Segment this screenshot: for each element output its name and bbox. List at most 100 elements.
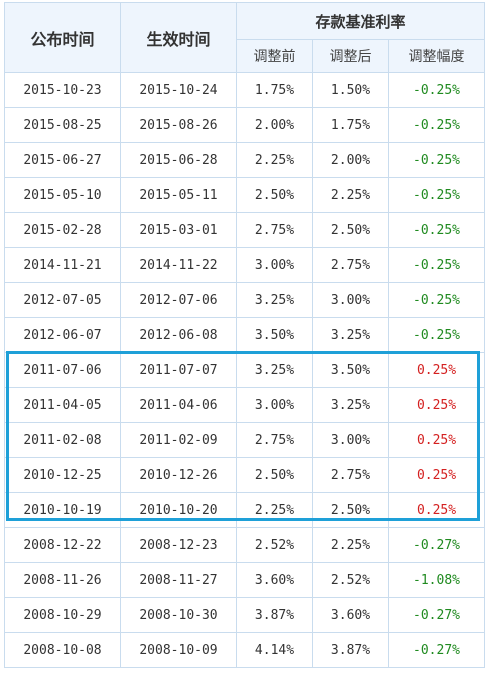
cell-rate-before: 1.75% [236,72,313,108]
cell-effective-date: 2015-08-26 [120,107,237,143]
cell-rate-before: 3.25% [236,352,313,388]
cell-rate-after: 2.25% [312,527,389,563]
cell-effective-date: 2015-06-28 [120,142,237,178]
cell-rate-change: -0.25% [387,107,486,143]
table-row: 2011-02-08 2011-02-09 2.75% 3.00% 0.25% [4,422,486,458]
cell-rate-after: 2.50% [312,212,389,248]
header-deposit-rate-group: 存款基准利率 [235,2,486,40]
cell-publish-date: 2015-05-10 [4,177,121,213]
cell-rate-after: 3.00% [312,422,389,458]
table-row: 2010-12-25 2010-12-26 2.50% 2.75% 0.25% [4,457,486,493]
cell-rate-change: -0.25% [387,212,486,248]
cell-rate-before: 2.00% [236,107,313,143]
cell-rate-change: -0.27% [387,527,486,563]
cell-rate-after: 3.87% [312,632,389,668]
cell-effective-date: 2010-12-26 [120,457,237,493]
cell-rate-before: 2.50% [236,457,313,493]
table-row: 2008-11-26 2008-11-27 3.60% 2.52% -1.08% [4,562,486,598]
cell-rate-before: 3.25% [236,282,313,318]
table-row: 2014-11-21 2014-11-22 3.00% 2.75% -0.25% [4,247,486,283]
cell-effective-date: 2012-06-08 [120,317,237,353]
cell-rate-before: 3.60% [236,562,313,598]
cell-effective-date: 2008-10-30 [120,597,237,633]
cell-rate-after: 2.00% [312,142,389,178]
cell-rate-change: 0.25% [387,492,486,528]
cell-publish-date: 2014-11-21 [4,247,121,283]
cell-rate-change: -0.27% [387,632,486,668]
cell-effective-date: 2008-10-09 [120,632,237,668]
cell-rate-before: 3.00% [236,247,313,283]
header-publish-date: 公布时间 [4,2,121,73]
cell-rate-change: -1.08% [387,562,486,598]
cell-rate-after: 2.25% [312,177,389,213]
cell-rate-change: 0.25% [387,352,486,388]
cell-publish-date: 2015-02-28 [4,212,121,248]
table-row: 2011-07-06 2011-07-07 3.25% 3.50% 0.25% [4,352,486,388]
cell-effective-date: 2010-10-20 [120,492,237,528]
cell-rate-after: 2.75% [312,247,389,283]
cell-rate-before: 2.75% [236,212,313,248]
cell-rate-after: 3.60% [312,597,389,633]
cell-rate-before: 2.75% [236,422,313,458]
cell-effective-date: 2015-03-01 [120,212,237,248]
cell-publish-date: 2010-10-19 [4,492,121,528]
cell-rate-change: 0.25% [387,422,486,458]
cell-rate-change: -0.25% [387,72,486,108]
cell-publish-date: 2010-12-25 [4,457,121,493]
table-row: 2015-08-25 2015-08-26 2.00% 1.75% -0.25% [4,107,486,143]
cell-effective-date: 2011-02-09 [120,422,237,458]
cell-publish-date: 2011-04-05 [4,387,121,423]
cell-publish-date: 2012-06-07 [4,317,121,353]
table-row: 2012-07-05 2012-07-06 3.25% 3.00% -0.25% [4,282,486,318]
table-row: 2010-10-19 2010-10-20 2.25% 2.50% 0.25% [4,492,486,528]
cell-publish-date: 2012-07-05 [4,282,121,318]
cell-rate-before: 3.00% [236,387,313,423]
table-body: 2015-10-23 2015-10-24 1.75% 1.50% -0.25% 2015… [4,72,486,668]
cell-rate-after: 3.50% [312,352,389,388]
header-effective-date: 生效时间 [120,2,237,73]
header-change: 调整幅度 [387,39,486,73]
cell-effective-date: 2014-11-22 [120,247,237,283]
cell-rate-after: 2.75% [312,457,389,493]
cell-rate-change: 0.25% [387,457,486,493]
table-row: 2015-10-23 2015-10-24 1.75% 1.50% -0.25% [4,72,486,108]
cell-rate-before: 2.25% [236,492,313,528]
cell-effective-date: 2008-11-27 [120,562,237,598]
table-row: 2015-06-27 2015-06-28 2.25% 2.00% -0.25% [4,142,486,178]
cell-publish-date: 2015-10-23 [4,72,121,108]
cell-effective-date: 2015-05-11 [120,177,237,213]
cell-effective-date: 2011-07-07 [120,352,237,388]
cell-rate-after: 2.52% [312,562,389,598]
table-row: 2012-06-07 2012-06-08 3.50% 3.25% -0.25% [4,317,486,353]
cell-rate-after: 3.00% [312,282,389,318]
table-row: 2011-04-05 2011-04-06 3.00% 3.25% 0.25% [4,387,486,423]
table-row: 2008-10-29 2008-10-30 3.87% 3.60% -0.27% [4,597,486,633]
cell-rate-before: 2.50% [236,177,313,213]
cell-publish-date: 2008-10-08 [4,632,121,668]
table-row: 2008-12-22 2008-12-23 2.52% 2.25% -0.27% [4,527,486,563]
cell-publish-date: 2008-12-22 [4,527,121,563]
cell-rate-change: -0.25% [387,177,486,213]
cell-rate-before: 3.50% [236,317,313,353]
cell-publish-date: 2011-02-08 [4,422,121,458]
cell-publish-date: 2015-06-27 [4,142,121,178]
cell-rate-change: 0.25% [387,387,486,423]
cell-effective-date: 2015-10-24 [120,72,237,108]
cell-effective-date: 2011-04-06 [120,387,237,423]
cell-publish-date: 2011-07-06 [4,352,121,388]
cell-rate-after: 3.25% [312,387,389,423]
cell-rate-before: 3.87% [236,597,313,633]
cell-publish-date: 2008-11-26 [4,562,121,598]
table-row: 2015-02-28 2015-03-01 2.75% 2.50% -0.25% [4,212,486,248]
cell-rate-before: 2.25% [236,142,313,178]
table-row: 2008-10-08 2008-10-09 4.14% 3.87% -0.27% [4,632,486,668]
cell-rate-after: 2.50% [312,492,389,528]
cell-rate-after: 1.50% [312,72,389,108]
deposit-rate-table: 公布时间 生效时间 存款基准利率 调整前 调整后 调整幅度 2015-10-23… [4,2,486,668]
cell-publish-date: 2008-10-29 [4,597,121,633]
cell-rate-before: 4.14% [236,632,313,668]
cell-effective-date: 2008-12-23 [120,527,237,563]
cell-rate-change: -0.25% [387,247,486,283]
table-row: 2015-05-10 2015-05-11 2.50% 2.25% -0.25% [4,177,486,213]
header-before: 调整前 [236,39,313,73]
